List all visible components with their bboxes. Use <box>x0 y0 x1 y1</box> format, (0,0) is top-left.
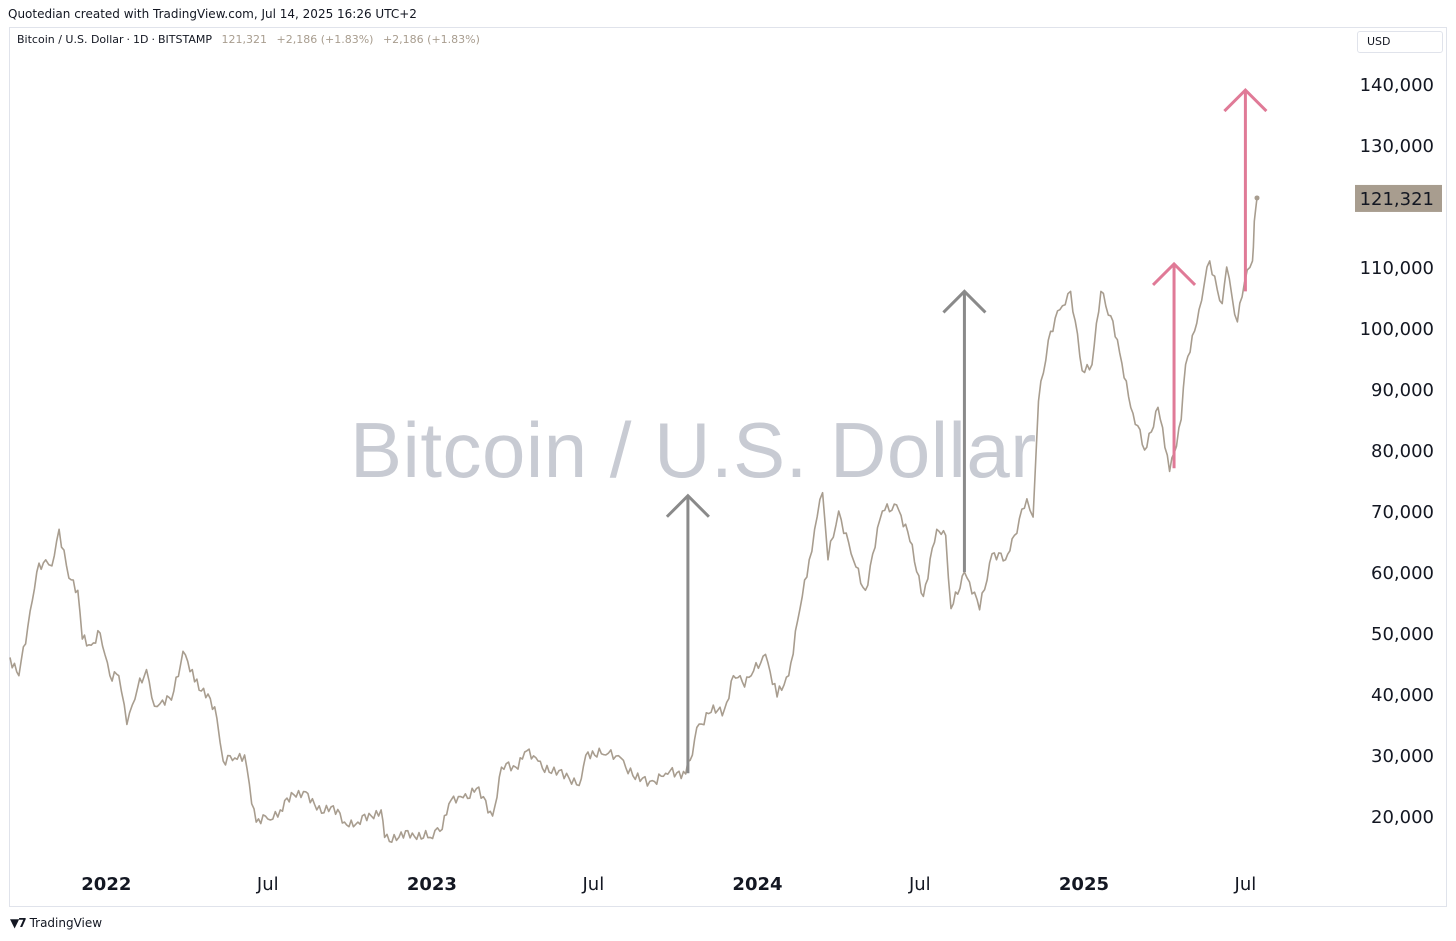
y-tick-label: 80,000 <box>1371 441 1434 462</box>
price-series-line <box>9 197 1258 843</box>
x-tick-label: Jul <box>1234 874 1257 895</box>
y-tick-label: 90,000 <box>1371 380 1434 401</box>
last-price-label: 121,321 <box>1360 189 1434 210</box>
y-tick-label: 40,000 <box>1371 685 1434 706</box>
legend-change-1: +2,186 (+1.83%) <box>276 33 374 46</box>
chart-frame <box>9 27 1447 907</box>
footer-brand-text: TradingView <box>29 916 103 930</box>
y-tick-label: 30,000 <box>1371 746 1434 767</box>
y-tick-label: 140,000 <box>1360 75 1434 96</box>
legend-separator: · <box>126 33 131 46</box>
symbol-watermark: Bitcoin / U.S. Dollar <box>350 406 1037 494</box>
y-tick-label: 110,000 <box>1360 258 1434 279</box>
x-tick-label: Jul <box>256 874 279 895</box>
legend-separator: · <box>151 33 156 46</box>
footer-branding[interactable]: ▼7 TradingView <box>10 916 102 930</box>
y-tick-label: 20,000 <box>1371 807 1434 828</box>
created-with-header: Quotedian created with TradingView.com, … <box>8 7 417 21</box>
x-tick-label: 2025 <box>1059 874 1109 895</box>
tradingview-logo-icon: ▼7 <box>10 916 27 930</box>
y-tick-label: 100,000 <box>1360 319 1434 340</box>
legend-change-2: +2,186 (+1.83%) <box>382 33 480 46</box>
legend-interval: 1D <box>133 33 149 46</box>
y-tick-label: 130,000 <box>1360 136 1434 157</box>
x-tick-label: 2022 <box>81 874 131 895</box>
x-tick-label: 2024 <box>732 874 782 895</box>
arrow-annotation-head <box>1223 87 1268 113</box>
x-tick-label: Jul <box>908 874 931 895</box>
last-price-badge <box>1355 184 1442 212</box>
last-price-point <box>1254 195 1260 201</box>
legend-exchange: BITSTAMP <box>158 33 213 46</box>
x-tick-label: Jul <box>582 874 605 895</box>
arrow-annotation-head <box>942 289 987 314</box>
legend-symbol: Bitcoin / U.S. Dollar <box>17 33 124 46</box>
y-tick-label: 70,000 <box>1371 502 1434 523</box>
symbol-legend[interactable]: Bitcoin / U.S. Dollar · 1D · BITSTAMP 121,32… <box>17 33 480 46</box>
x-tick-label: 2023 <box>407 874 457 895</box>
y-tick-label: 50,000 <box>1371 624 1434 645</box>
arrow-annotation-head <box>1151 261 1197 287</box>
y-tick-label: 60,000 <box>1371 563 1434 584</box>
arrow-annotation-head <box>665 493 710 518</box>
currency-selector[interactable]: USD <box>1357 31 1443 53</box>
legend-last: 121,321 <box>221 33 268 46</box>
